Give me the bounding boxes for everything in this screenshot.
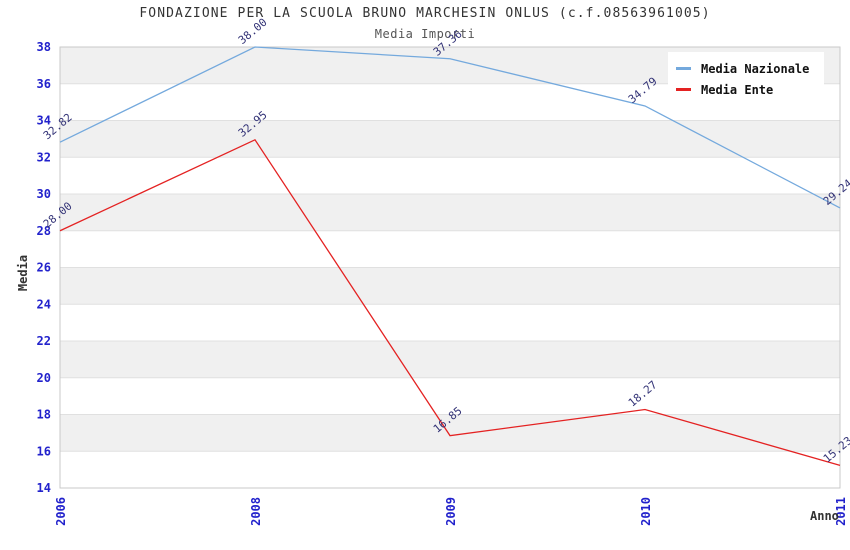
y-tick-label: 24 [37, 297, 51, 311]
x-tick-label: 2009 [444, 497, 458, 526]
page-title: FONDAZIONE PER LA SCUOLA BRUNO MARCHESIN… [139, 6, 711, 21]
y-tick-label: 18 [37, 408, 51, 422]
plot-border [59, 46, 841, 489]
y-tick-label: 26 [37, 261, 51, 275]
grid-band [60, 230, 840, 268]
chart-subtitle: Media Importi [374, 27, 476, 41]
legend-item-media-ente: Media Ente [676, 79, 824, 100]
y-tick-label: 38 [37, 40, 51, 54]
grid-band [60, 341, 840, 378]
legend-swatch-blue [676, 67, 691, 70]
grid-band [60, 414, 840, 452]
y-axis-title: Media [16, 254, 30, 292]
series-line [59, 46, 841, 209]
legend-swatch-red [676, 88, 691, 91]
chart-legend: Media Nazionale Media Ente [668, 52, 824, 104]
y-tick-label: 22 [37, 334, 51, 348]
legend-label: Media Nazionale [701, 61, 810, 76]
y-tick-label: 34 [37, 114, 51, 128]
y-tick-label: 32 [37, 150, 51, 164]
y-tick-label: 30 [37, 187, 51, 201]
grid-band [60, 157, 840, 194]
series-line [59, 138, 841, 467]
data-label: 38.00 [236, 16, 270, 47]
y-tick-label: 36 [37, 77, 51, 91]
y-tick-label: 14 [37, 481, 51, 495]
x-tick-label: 2010 [639, 497, 653, 526]
grid-band [60, 304, 840, 341]
x-axis-title: Anno [810, 509, 839, 523]
grid-band [60, 194, 840, 231]
legend-item-media-nazionale: Media Nazionale [676, 58, 824, 79]
grid-band [60, 377, 840, 415]
grid-band [60, 267, 840, 305]
x-tick-label: 2008 [249, 497, 263, 526]
y-tick-label: 16 [37, 444, 51, 458]
grid-band [60, 120, 840, 158]
y-tick-label: 28 [37, 224, 51, 238]
x-tick-label: 2011 [834, 497, 848, 526]
x-tick-label: 2006 [54, 497, 68, 526]
grid-band [60, 451, 840, 488]
legend-label: Media Ente [701, 82, 774, 97]
y-tick-label: 20 [37, 371, 51, 385]
